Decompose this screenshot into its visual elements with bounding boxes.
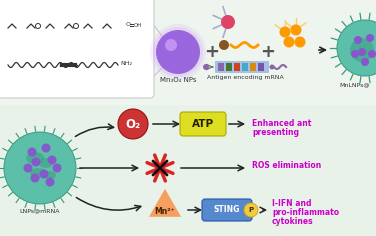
FancyBboxPatch shape (0, 0, 154, 98)
Circle shape (73, 24, 79, 29)
Text: ROS elimination: ROS elimination (252, 160, 321, 169)
Text: I-IFN and: I-IFN and (272, 199, 311, 208)
Circle shape (221, 15, 235, 29)
Text: LNPs@mRNA: LNPs@mRNA (20, 208, 60, 213)
Ellipse shape (30, 168, 46, 178)
Text: OH: OH (134, 23, 143, 28)
Circle shape (27, 148, 36, 156)
Polygon shape (149, 189, 181, 217)
Circle shape (118, 109, 148, 139)
Circle shape (4, 132, 76, 204)
Circle shape (32, 157, 41, 167)
Text: STING: STING (214, 206, 240, 215)
Text: pro-inflammato: pro-inflammato (272, 208, 339, 217)
FancyBboxPatch shape (242, 63, 248, 71)
Circle shape (150, 24, 206, 80)
Ellipse shape (39, 158, 53, 168)
Text: Enhanced ant: Enhanced ant (252, 119, 311, 128)
Ellipse shape (44, 171, 56, 179)
Circle shape (219, 40, 229, 50)
Circle shape (41, 143, 50, 152)
Circle shape (351, 50, 359, 58)
Circle shape (47, 156, 56, 164)
Circle shape (156, 30, 200, 74)
Circle shape (291, 25, 302, 35)
Text: +: + (261, 43, 276, 61)
Text: O₂: O₂ (126, 118, 141, 131)
Circle shape (337, 20, 376, 76)
Circle shape (153, 27, 203, 77)
FancyBboxPatch shape (226, 63, 232, 71)
Circle shape (165, 39, 177, 51)
Circle shape (35, 24, 41, 29)
FancyBboxPatch shape (202, 199, 252, 221)
Circle shape (279, 26, 291, 38)
Text: P: P (249, 207, 253, 213)
Text: MnLNPs@: MnLNPs@ (340, 82, 370, 87)
Circle shape (350, 38, 374, 62)
Circle shape (284, 37, 294, 47)
Circle shape (270, 64, 274, 69)
Text: ATP: ATP (192, 119, 214, 129)
Circle shape (368, 50, 376, 58)
Circle shape (45, 177, 55, 186)
Circle shape (366, 34, 374, 42)
Text: O: O (126, 22, 131, 28)
Circle shape (39, 169, 49, 178)
Text: +: + (205, 43, 220, 61)
FancyBboxPatch shape (258, 63, 264, 71)
Circle shape (244, 203, 258, 217)
Circle shape (203, 64, 209, 70)
Circle shape (30, 173, 39, 182)
FancyBboxPatch shape (250, 63, 256, 71)
FancyBboxPatch shape (180, 112, 226, 136)
Text: NH₂: NH₂ (120, 61, 132, 66)
FancyBboxPatch shape (0, 105, 376, 236)
Circle shape (23, 164, 32, 173)
Text: presenting: presenting (252, 128, 299, 137)
Circle shape (354, 36, 362, 44)
FancyBboxPatch shape (218, 63, 224, 71)
Circle shape (361, 58, 369, 66)
Text: cytokines: cytokines (272, 217, 314, 226)
Text: Antigen encoding mRNA: Antigen encoding mRNA (207, 75, 284, 80)
FancyBboxPatch shape (215, 61, 269, 73)
Circle shape (294, 37, 305, 47)
Text: Mn²⁺: Mn²⁺ (155, 206, 175, 215)
FancyBboxPatch shape (234, 63, 240, 71)
Ellipse shape (26, 152, 44, 164)
Circle shape (358, 48, 366, 56)
Circle shape (53, 164, 62, 173)
Text: Mn₃O₄ NPs: Mn₃O₄ NPs (160, 77, 196, 83)
